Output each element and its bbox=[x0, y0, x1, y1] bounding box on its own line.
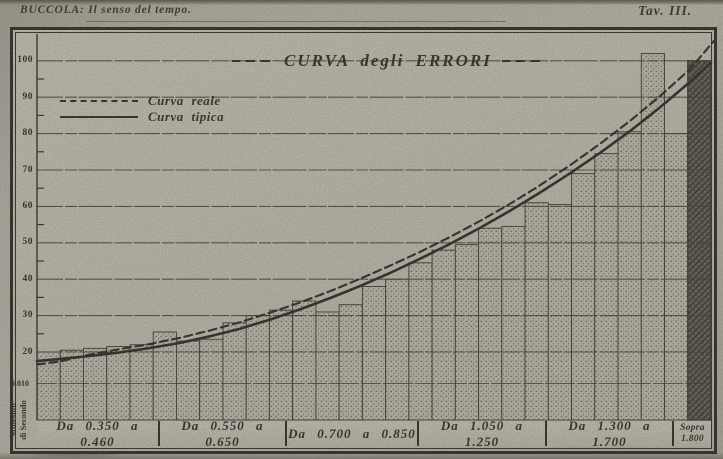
y-tick-label: 90 bbox=[22, 91, 33, 102]
bar bbox=[292, 300, 317, 421]
solid-line-swatch bbox=[60, 116, 138, 118]
bar bbox=[129, 344, 154, 421]
bar bbox=[222, 322, 247, 421]
y-tick-label: 40 bbox=[22, 273, 33, 284]
bar bbox=[268, 309, 294, 421]
y-tick-label: 70 bbox=[22, 164, 33, 175]
bar bbox=[245, 315, 270, 421]
bar bbox=[454, 244, 480, 421]
y-tick-label: 30 bbox=[22, 310, 33, 321]
y-axis-unit-label: Millesimi di Secondo bbox=[8, 400, 28, 440]
x-band-cell: Da 0.350 a 0.460 bbox=[37, 418, 158, 449]
y-tick-label: 100 bbox=[17, 55, 33, 66]
y-tick-label: 50 bbox=[22, 237, 33, 248]
bar bbox=[83, 347, 108, 421]
bar bbox=[501, 225, 526, 421]
legend-item-curva-reale: Curva reale bbox=[60, 93, 224, 109]
bar bbox=[664, 133, 689, 421]
bar bbox=[315, 311, 340, 421]
bar bbox=[385, 278, 410, 421]
bar bbox=[617, 131, 642, 421]
legend: Curva reale Curva tipica bbox=[60, 93, 224, 125]
bar bbox=[431, 249, 456, 421]
x-band-cell: Da 1.300 a 1.700 bbox=[545, 418, 672, 449]
dashed-line-swatch bbox=[60, 100, 138, 102]
bar bbox=[478, 227, 503, 421]
y-base-tick-label: 0.010 bbox=[11, 378, 29, 388]
x-band-cell: Da 1.050 a 1.250 bbox=[417, 418, 545, 449]
y-tick-label: 20 bbox=[22, 346, 33, 357]
x-band-labels: Da 0.350 a 0.460 Da 0.550 a 0.650 Da 0.700… bbox=[37, 418, 711, 449]
bar bbox=[175, 340, 201, 421]
legend-label: Curva tipica bbox=[148, 109, 225, 124]
bar bbox=[338, 304, 363, 421]
legend-label: Curva reale bbox=[148, 93, 221, 108]
x-band-cell: Da 0.550 a 0.650 bbox=[158, 418, 285, 449]
bar bbox=[199, 338, 224, 421]
bar bbox=[594, 153, 619, 421]
y-tick-label: 60 bbox=[22, 200, 33, 211]
legend-item-curva-tipica: Curva tipica bbox=[60, 109, 224, 125]
bar-sopra-dark bbox=[687, 60, 712, 421]
y-tick-label: 80 bbox=[22, 128, 33, 139]
x-band-cell: Sopra 1.800 bbox=[672, 421, 711, 446]
x-band-cell: Da 0.700 a 0.850 bbox=[285, 421, 417, 446]
chart-title: CURVA degli ERRORI bbox=[222, 51, 542, 71]
bar bbox=[361, 286, 387, 421]
bar bbox=[547, 204, 572, 421]
bar bbox=[524, 202, 549, 421]
bar bbox=[408, 262, 433, 421]
